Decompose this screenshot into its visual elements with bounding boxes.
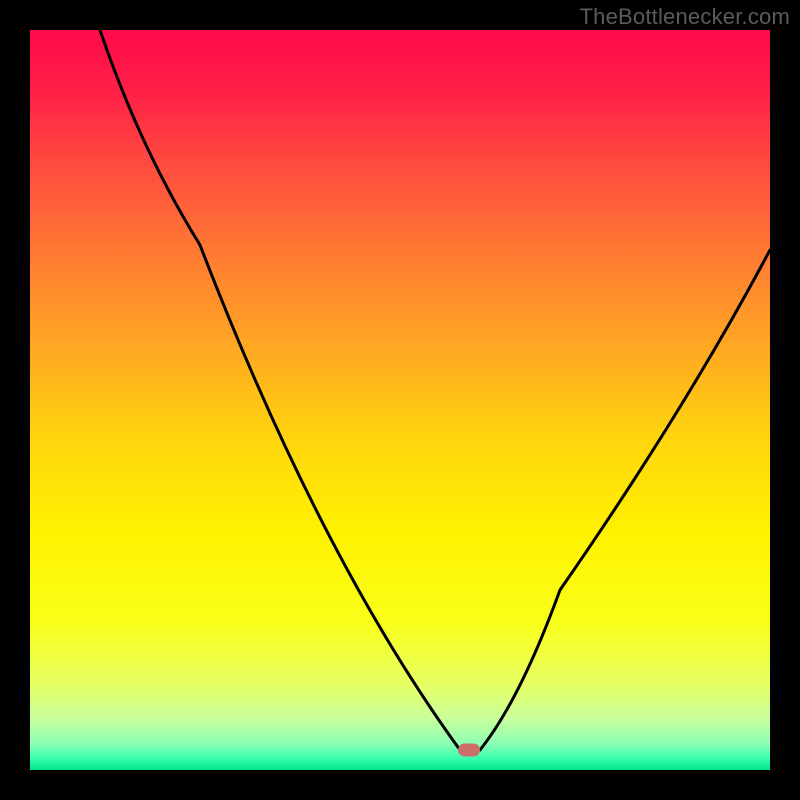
watermark-text: TheBottlenecker.com bbox=[580, 4, 790, 30]
optimal-point-marker bbox=[458, 744, 480, 757]
curve-layer bbox=[30, 30, 770, 770]
chart-frame: TheBottlenecker.com bbox=[0, 0, 800, 800]
bottleneck-curve bbox=[100, 30, 770, 750]
plot-area bbox=[30, 30, 770, 770]
